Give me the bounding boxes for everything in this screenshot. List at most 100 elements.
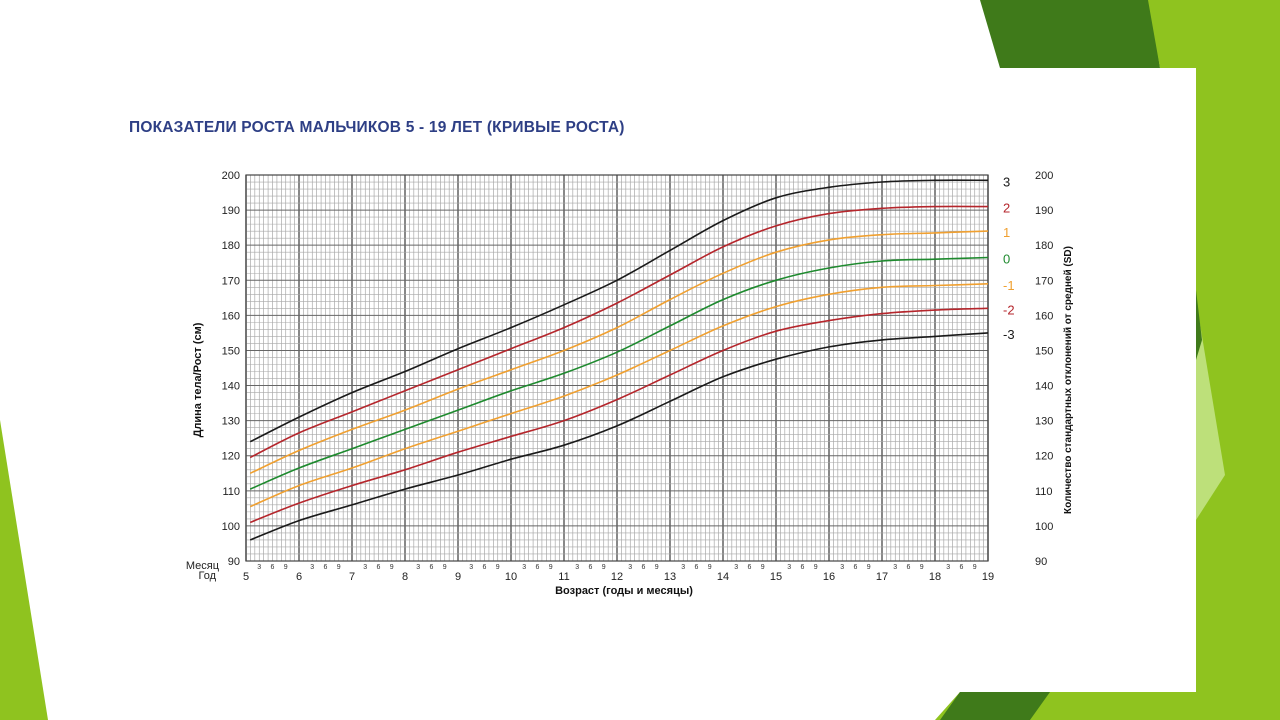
y-axis-title-left: Длина тела/Рост (см) (192, 322, 204, 437)
series-line-sd--1 (249, 283, 989, 508)
x-month-tick-label: 6 (695, 564, 699, 571)
x-month-tick-label: 9 (814, 564, 818, 571)
x-month-tick-label: 6 (801, 564, 805, 571)
y-tick-label-left: 120 (222, 451, 240, 463)
y-tick-label-left: 90 (228, 556, 240, 568)
y-tick-label-right: 100 (1035, 521, 1053, 533)
series-line-sd-0 (249, 256, 989, 490)
x-year-tick-label: 19 (982, 571, 994, 583)
y-tick-label-right: 140 (1035, 381, 1053, 393)
y-tick-label-right: 190 (1035, 205, 1053, 217)
green-band-top-right (980, 0, 1160, 68)
x-month-tick-label: 3 (469, 564, 473, 571)
x-year-tick-label: 6 (296, 571, 302, 583)
x-month-tick-label: 3 (734, 564, 738, 571)
y-tick-label-left: 140 (222, 381, 240, 393)
pale-green-triangle-right (1196, 300, 1225, 520)
dark-green-sliver-right (1196, 290, 1202, 360)
x-year-tick-label: 9 (455, 571, 461, 583)
x-month-tick-label: 9 (708, 564, 712, 571)
dark-green-triangle-bottom-right (940, 692, 1050, 720)
series-label-sd-2: 2 (1003, 201, 1010, 216)
x-month-tick-label: 9 (443, 564, 447, 571)
x-month-tick-label: 9 (390, 564, 394, 571)
x-month-tick-label: 9 (602, 564, 606, 571)
series-line-sd-1 (249, 230, 989, 475)
y-tick-label-right: 150 (1035, 345, 1053, 357)
x-month-tick-label: 3 (787, 564, 791, 571)
x-month-tick-label: 3 (628, 564, 632, 571)
x-month-tick-label: 6 (854, 564, 858, 571)
x-month-tick-label: 3 (416, 564, 420, 571)
x-month-tick-label: 3 (893, 564, 897, 571)
series-label-sd-0: 0 (1003, 251, 1010, 266)
x-year-tick-label: 16 (823, 571, 835, 583)
y-tick-label-left: 160 (222, 310, 240, 322)
x-month-tick-label: 6 (960, 564, 964, 571)
y-tick-label-left: 200 (222, 170, 240, 182)
x-month-tick-label: 3 (363, 564, 367, 571)
y-tick-label-right: 200 (1035, 170, 1053, 182)
x-month-tick-label: 6 (271, 564, 275, 571)
series-line-sd-3 (249, 179, 989, 443)
y-tick-label-left: 110 (222, 486, 240, 498)
x-month-tick-label: 6 (536, 564, 540, 571)
y-tick-label-left: 170 (222, 275, 240, 287)
series-line-sd-2 (249, 205, 989, 459)
y-tick-label-right: 160 (1035, 310, 1053, 322)
series-label-sd--2: -2 (1003, 302, 1015, 317)
y-tick-label-left: 190 (222, 205, 240, 217)
x-month-tick-label: 9 (761, 564, 765, 571)
x-month-tick-label: 6 (589, 564, 593, 571)
x-month-tick-label: 9 (549, 564, 553, 571)
x-month-tick-label: 9 (867, 564, 871, 571)
x-year-tick-label: 13 (664, 571, 676, 583)
y-tick-label-left: 130 (222, 416, 240, 428)
series-label-sd--3: -3 (1003, 327, 1015, 342)
x-year-tick-label: 18 (929, 571, 941, 583)
chart-series-lines (249, 179, 989, 541)
green-band-right (1148, 0, 1280, 720)
month-row-label: Месяц (186, 560, 220, 572)
y-tick-label-right: 90 (1035, 556, 1047, 568)
series-label-sd-1: 1 (1003, 225, 1010, 240)
y-tick-label-left: 180 (222, 240, 240, 252)
series-line-sd--3 (249, 332, 989, 541)
plot-frame (245, 174, 989, 562)
x-month-tick-label: 6 (483, 564, 487, 571)
x-axis-title: Возраст (годы и месяцы) (555, 585, 693, 597)
year-row-label: Год (198, 570, 216, 582)
y-tick-label-right: 170 (1035, 275, 1053, 287)
slide-content-card (46, 68, 1196, 692)
x-month-tick-label: 9 (655, 564, 659, 571)
chart-grid (245, 174, 989, 562)
x-year-tick-label: 12 (611, 571, 623, 583)
x-month-tick-label: 3 (946, 564, 950, 571)
x-month-tick-label: 3 (840, 564, 844, 571)
x-month-tick-label: 6 (324, 564, 328, 571)
series-line-sd--2 (249, 307, 989, 524)
chart-title: ПОКАЗАТЕЛИ РОСТА МАЛЬЧИКОВ 5 - 19 ЛЕТ (К… (129, 119, 625, 136)
x-year-tick-label: 11 (558, 571, 569, 583)
x-month-tick-label: 9 (973, 564, 977, 571)
x-month-tick-label: 6 (642, 564, 646, 571)
x-month-tick-label: 6 (748, 564, 752, 571)
y-tick-label-right: 110 (1035, 486, 1053, 498)
x-month-tick-label: 3 (310, 564, 314, 571)
y-tick-label-right: 180 (1035, 240, 1053, 252)
x-month-tick-label: 9 (284, 564, 288, 571)
x-year-tick-label: 7 (349, 571, 355, 583)
x-month-tick-label: 6 (430, 564, 434, 571)
y-tick-label-left: 100 (222, 521, 240, 533)
x-month-tick-label: 6 (907, 564, 911, 571)
x-year-tick-label: 10 (505, 571, 517, 583)
y-tick-label-right: 130 (1035, 416, 1053, 428)
x-month-tick-label: 3 (257, 564, 261, 571)
series-label-sd--1: -1 (1003, 278, 1015, 293)
x-month-tick-label: 9 (920, 564, 924, 571)
y-tick-label-left: 150 (222, 345, 240, 357)
x-month-tick-label: 9 (496, 564, 500, 571)
series-label-sd-3: 3 (1003, 174, 1010, 189)
